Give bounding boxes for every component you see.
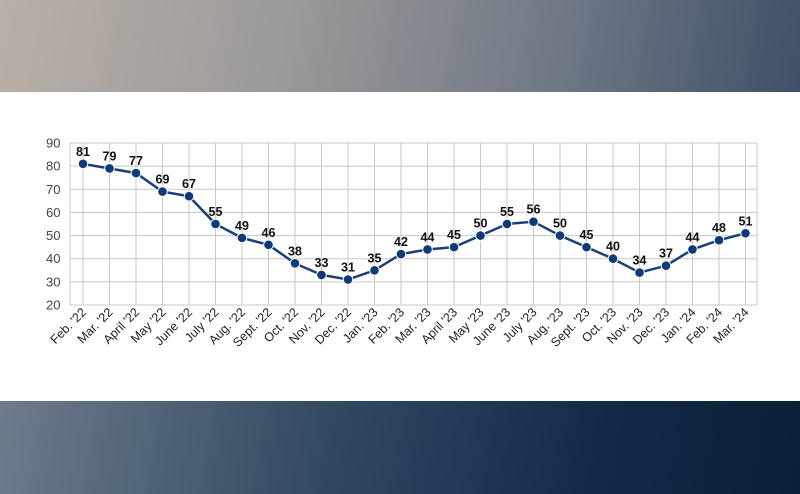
y-tick-label: 50 [46,228,60,243]
data-point [77,158,89,170]
data-label: 46 [262,226,276,240]
data-label: 69 [156,173,170,187]
data-label: 33 [315,256,329,270]
data-point [316,269,327,281]
data-label: 50 [474,217,488,231]
y-tick-label: 30 [46,274,60,289]
data-label: 38 [288,244,302,258]
data-point [448,241,460,253]
data-point [369,264,380,276]
y-tick-label: 80 [46,159,60,174]
data-point [157,186,168,197]
data-point [687,244,698,255]
data-point [581,241,592,253]
data-point [634,267,645,278]
data-label: 45 [447,228,461,242]
data-label: 34 [633,254,647,268]
y-tick-label: 90 [46,136,60,151]
data-point [475,230,486,241]
data-label: 67 [182,177,196,191]
y-tick-label: 60 [46,205,60,220]
data-point [289,258,301,269]
data-label: 37 [659,247,673,261]
data-label: 48 [712,221,726,235]
background-top [0,0,800,92]
data-label: 42 [394,235,408,249]
data-label: 77 [129,154,143,168]
data-label: 51 [739,214,753,228]
data-label: 35 [368,251,382,265]
data-label: 45 [580,228,594,242]
data-point [740,227,751,239]
data-label: 44 [686,230,700,244]
data-point [528,216,539,227]
data-point [422,244,433,255]
data-point [713,234,725,246]
data-point [554,230,566,241]
data-label: 40 [606,240,620,254]
data-label: 81 [76,145,90,159]
data-point [104,163,115,174]
data-point [395,248,407,260]
data-point [263,239,274,251]
data-point [342,274,354,285]
data-label: 56 [527,203,541,217]
data-label: 79 [103,149,117,163]
data-label: 55 [209,205,223,219]
data-label: 49 [235,219,249,233]
data-point [660,260,672,271]
data-point [130,167,142,179]
background-bottom [0,401,800,494]
data-label: 44 [421,230,435,244]
data-label: 50 [553,217,567,231]
data-label: 31 [341,261,355,275]
data-point [210,218,221,230]
y-tick-label: 20 [46,298,60,313]
y-tick-label: 70 [46,182,60,197]
data-point [236,232,248,244]
data-point [183,190,195,202]
data-label: 55 [500,205,514,219]
data-point [501,218,513,230]
data-point [607,253,619,265]
y-tick-label: 40 [46,251,60,266]
